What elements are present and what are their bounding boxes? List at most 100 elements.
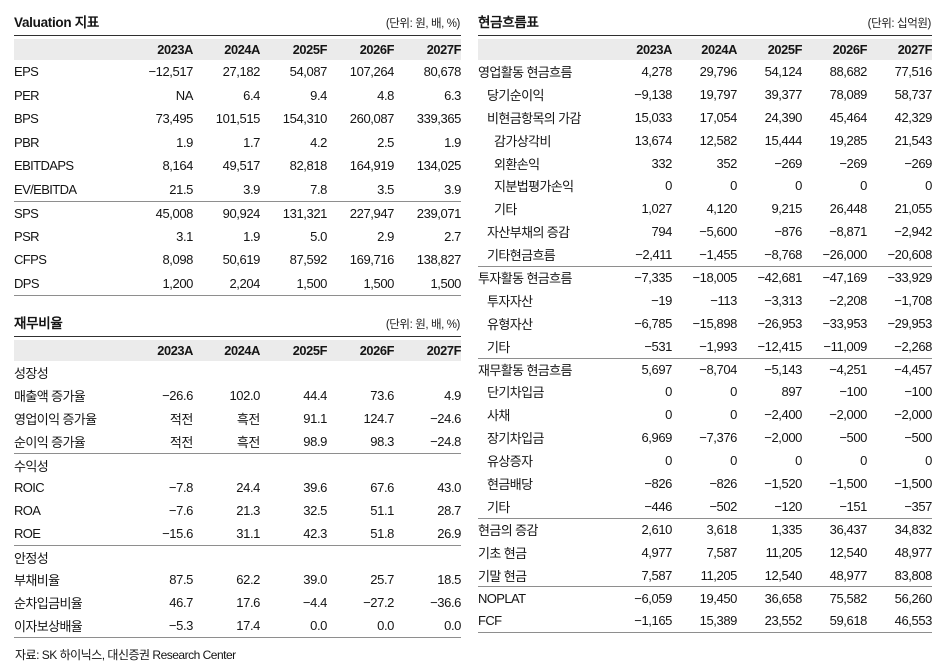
cell-value: 1,027 <box>641 201 672 217</box>
table-row: 순차입금비율 46.7 17.6 −4.4 −27.2 −36.6 <box>14 591 461 614</box>
cell-value: 1,500 <box>430 275 461 291</box>
cell-value: 87,592 <box>289 252 328 268</box>
cell-value: 21,055 <box>894 201 933 217</box>
cell-value: 239,071 <box>416 205 462 221</box>
cell-value: 24,390 <box>764 109 803 125</box>
cell-value: 49,517 <box>222 158 261 174</box>
row-label: 부채비율 <box>14 573 60 588</box>
cell-value: 82,818 <box>289 158 328 174</box>
table-row: EPS −12,517 27,182 54,087 107,264 80,678 <box>14 60 461 84</box>
cell-value: −33,929 <box>887 270 932 286</box>
cell-value: 1,335 <box>771 522 802 538</box>
row-label: ROE <box>14 526 41 541</box>
cell-value: 67.6 <box>370 480 394 495</box>
cell-value: 0 <box>795 453 802 469</box>
row-label: 투자활동 현금흐름 <box>478 271 573 287</box>
cell-value: 3.1 <box>176 228 193 244</box>
cell-value: 15,389 <box>699 613 738 629</box>
cell-value: 26.9 <box>437 526 461 541</box>
cell-value: 75,582 <box>829 590 868 606</box>
cell-value: 2.9 <box>377 228 394 244</box>
row-label: SPS <box>14 205 39 221</box>
row-label: 당기순이익 <box>487 87 544 103</box>
cell-value: 80,678 <box>423 64 462 80</box>
cell-value: 21.5 <box>169 181 193 197</box>
cell-value: 1,200 <box>162 275 193 291</box>
cell-value: 28.7 <box>437 503 461 518</box>
cell-value: 흑전 <box>236 435 261 450</box>
table-row: 성장성 <box>14 361 461 384</box>
cell-value: 48,977 <box>829 567 868 583</box>
table-row: 단기차입금 0 0 897 −100 −100 <box>478 380 932 403</box>
cell-value: 260,087 <box>349 111 395 127</box>
table-row: PBR 1.9 1.7 4.2 2.5 1.9 <box>14 131 461 155</box>
cell-value: 0 <box>860 453 867 469</box>
cell-value: 124.7 <box>363 411 394 426</box>
cell-value: 4,120 <box>706 201 737 217</box>
cell-value: 88,682 <box>829 63 868 79</box>
cell-value: 9.4 <box>310 87 327 103</box>
table-unit-note: (단위: 원, 배, %) <box>385 18 461 30</box>
cell-value: 19,797 <box>699 86 738 102</box>
cell-value: −1,455 <box>699 247 737 263</box>
table-row: 기초 현금 4,977 7,587 11,205 12,540 48,977 <box>478 541 932 564</box>
cell-value: 0 <box>665 178 672 194</box>
cell-value: −24.8 <box>430 434 461 449</box>
cell-value: 87.5 <box>169 572 193 587</box>
year-column-header: 2024A <box>701 42 737 57</box>
valuation-table-header: Valuation 지표 (단위: 원, 배, %) <box>14 8 461 36</box>
row-label: 현금의 증감 <box>478 523 538 539</box>
year-column-header: 2027F <box>426 42 462 57</box>
cell-value: −27.2 <box>363 595 394 610</box>
cell-value: 6.3 <box>444 87 461 103</box>
cell-value: 26,448 <box>829 201 868 217</box>
table-row: 기타 1,027 4,120 9,215 26,448 21,055 <box>478 197 932 220</box>
cell-value: 6,969 <box>641 430 672 446</box>
row-label: NOPLAT <box>478 590 526 606</box>
cell-value: 77,516 <box>894 63 933 79</box>
cell-value: 적전 <box>169 412 194 427</box>
cell-value: −269 <box>904 155 932 171</box>
cell-value: −6,785 <box>634 315 672 331</box>
cell-value: 1,500 <box>363 275 394 291</box>
cell-value: 164,919 <box>349 158 395 174</box>
table-row: CFPS 8,098 50,619 87,592 169,716 138,827 <box>14 248 461 272</box>
table-row: 영업이익 증가율 적전 흑전 91.1 124.7 −24.6 <box>14 407 461 430</box>
table-row: 기타현금흐름 −2,411 −1,455 −8,768 −26,000 −20,608 <box>478 243 932 266</box>
cell-value: −26,000 <box>822 247 867 263</box>
cell-value: −2,411 <box>635 247 672 263</box>
row-label: 이자보상배율 <box>14 619 83 634</box>
cell-value: −26.6 <box>162 388 193 403</box>
cell-value: −876 <box>774 224 802 240</box>
cell-value: 42,329 <box>894 109 933 125</box>
cell-value: 1.9 <box>243 228 260 244</box>
cell-value: 29,796 <box>699 63 738 79</box>
cell-value: −33,953 <box>822 315 867 331</box>
row-label: DPS <box>14 275 40 291</box>
row-label: 재무활동 현금흐름 <box>478 363 573 379</box>
cell-value: 9,215 <box>771 201 802 217</box>
financial-ratios-table: 재무비율 (단위: 원, 배, %) 2023A 2024A 2025F 2026F 2… <box>14 309 461 638</box>
cell-value: 0 <box>665 384 672 400</box>
cell-value: 36,437 <box>829 522 868 538</box>
year-column-header: 2026F <box>832 42 868 57</box>
cell-value: −18,005 <box>692 270 737 286</box>
cell-value: −26,953 <box>757 315 802 331</box>
cell-value: −5,600 <box>699 224 737 240</box>
cell-value: 21,543 <box>894 132 933 148</box>
cell-value: −2,000 <box>894 407 932 423</box>
cell-value: 39.0 <box>303 572 327 587</box>
cell-value: 흑전 <box>236 412 261 427</box>
table-row: EBITDAPS 8,164 49,517 82,818 164,919 134,025 <box>14 154 461 178</box>
cell-value: 17.4 <box>236 618 260 633</box>
year-column-header: 2027F <box>426 343 462 358</box>
row-label: ROA <box>14 503 41 518</box>
cell-value: −5.3 <box>168 618 193 633</box>
cell-value: 48,977 <box>894 544 933 560</box>
cell-value: −1,520 <box>764 475 802 491</box>
cell-value: −1,993 <box>699 338 737 354</box>
table-row: 사채 0 0 −2,400 −2,000 −2,000 <box>478 403 932 426</box>
cell-value: 154,310 <box>282 111 328 127</box>
row-label: 투자자산 <box>487 293 533 309</box>
row-label: 감가상각비 <box>494 133 551 149</box>
